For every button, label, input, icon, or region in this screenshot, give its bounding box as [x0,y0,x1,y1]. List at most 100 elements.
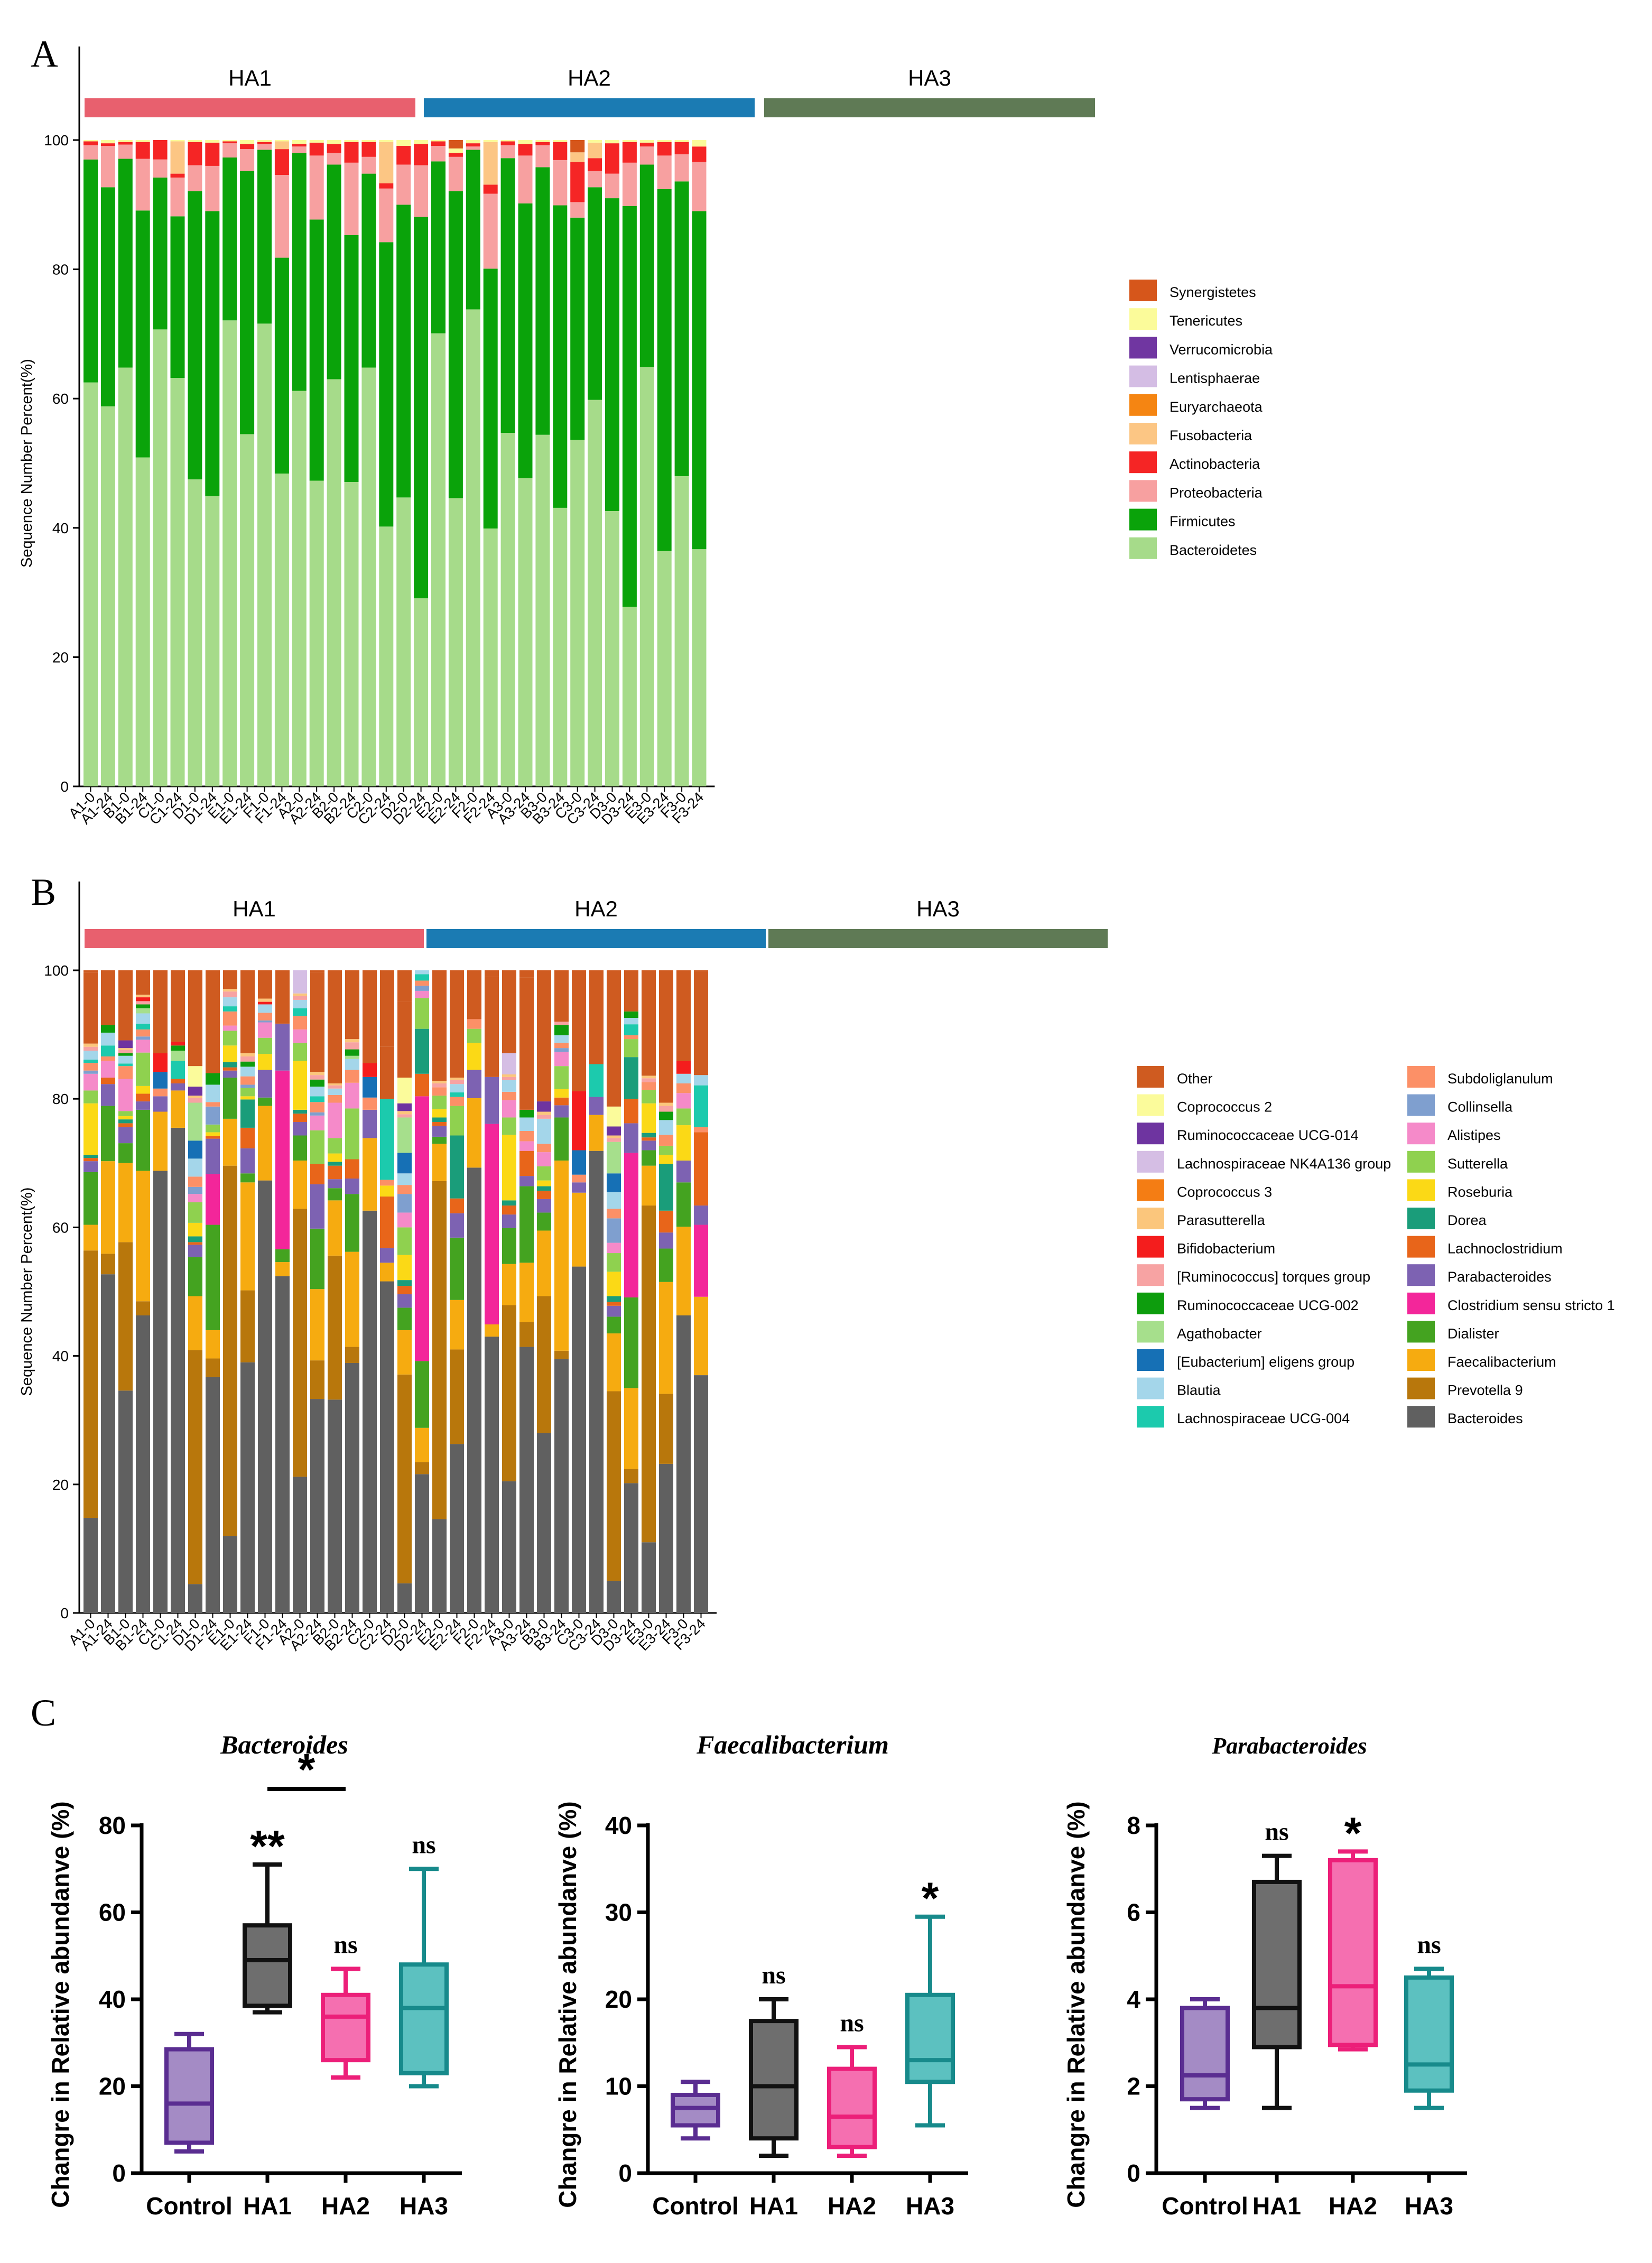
bar-segment [432,1083,447,1088]
bar-segment [397,1330,412,1375]
y-tick-label: 40 [605,1812,632,1839]
legend-label: Dialister [1447,1325,1499,1341]
bar-segment [83,1518,98,1613]
bar-segment [502,1264,516,1305]
bar-segment [118,1116,133,1120]
bar-segment [380,1099,394,1180]
bar-segment [692,162,707,211]
bar-segment [466,143,480,147]
legend-label: Dorea [1447,1212,1487,1228]
bar-segment [223,989,237,992]
bar-segment [692,211,707,550]
y-axis-title: Sequence Number Percent(%) [18,359,35,568]
bar-segment [345,1049,359,1056]
group-bar-ha2 [426,929,766,948]
bar-segment [397,1255,412,1281]
bar-segment [136,1004,150,1008]
bar-segment [292,391,307,786]
y-tick-label: 0 [1127,2159,1140,2187]
bar-segment [537,1111,551,1115]
bar-segment [537,1166,551,1181]
bar-segment [624,970,638,1012]
bar-segment [345,1347,359,1363]
bar-segment [223,1045,237,1062]
legend-label: Parabacteroides [1447,1269,1552,1285]
bar-segment [310,1228,324,1290]
group-bar-ha3 [768,929,1108,948]
panel-label-c: C [31,1692,56,1734]
box-ha2 [827,2045,877,2158]
bar-segment [100,146,115,188]
legend-label: Ruminococcaceae UCG-002 [1177,1297,1359,1313]
y-tick-label: 2 [1127,2073,1140,2100]
bar-segment [432,1087,447,1096]
bar-segment [363,1097,377,1110]
bar-segment [519,977,534,1110]
box-ha1 [749,1997,799,2158]
bar-segment [415,990,429,998]
bar-segment [467,1019,481,1029]
legend-swatch [1137,1264,1164,1286]
box-iqr [827,2066,877,2149]
bar-segment [431,146,446,162]
bar-segment [694,1375,708,1613]
x-tick-label: HA3 [400,2192,448,2220]
legend-swatch [1137,1123,1164,1145]
bar-segment [379,183,394,189]
bar-segment [101,1025,115,1033]
bar-segment [344,481,359,786]
bar-segment [188,970,202,1066]
bar-segment [572,1174,586,1183]
bar-segment [188,1102,202,1141]
bar-segment [676,1182,691,1227]
bar-segment [554,970,569,1022]
bar-segment [500,433,515,786]
bar-segment [589,1097,604,1115]
bar-segment [153,1088,168,1097]
bar-segment [101,1106,115,1162]
bar-segment [223,1536,237,1613]
bar-segment [188,140,202,142]
bar-segment [170,177,185,217]
bar-segment [485,1077,499,1124]
legend-swatch [1407,1208,1435,1229]
legend-swatch [1137,1406,1164,1428]
bar-segment [642,1075,656,1079]
bar-segment [206,970,220,1073]
bar-segment [258,970,272,999]
legend-swatch [1137,1179,1164,1201]
bar-segment [363,1077,377,1098]
bar-segment [206,1358,220,1377]
bar-segment [83,1051,98,1060]
bar-segment [328,1102,342,1138]
bar-segment [572,1091,586,1151]
bar-segment [274,474,289,786]
bar-segment [240,144,255,150]
bar-segment-cap [519,970,534,978]
bar-segment [328,1165,342,1180]
bar-segment [136,1109,150,1171]
bar-segment [275,970,290,1024]
bar-segment [205,142,220,166]
panel-label-a: A [31,33,58,75]
bar-segment [118,1040,133,1049]
bar-segment [450,1084,464,1093]
legend-label: Lachnoclostridium [1447,1241,1563,1257]
bar-segment [171,1083,185,1091]
bar-segment [327,153,341,165]
bar-segment [136,1001,150,1005]
group-bar-ha1 [85,98,415,117]
bar-segment [485,1337,499,1613]
bar-segment [519,1141,534,1151]
bar-segment [83,1103,98,1155]
bar-segment [345,1082,359,1109]
bar-segment [240,1084,255,1088]
bar-segment [432,1117,447,1122]
bar-segment [519,1322,534,1347]
bar-segment [607,970,621,1107]
legend-label: Bacteroidetes [1170,542,1257,558]
bar-segment [240,1053,255,1056]
bar-segment [415,1474,429,1613]
bar-segment [432,1136,447,1144]
